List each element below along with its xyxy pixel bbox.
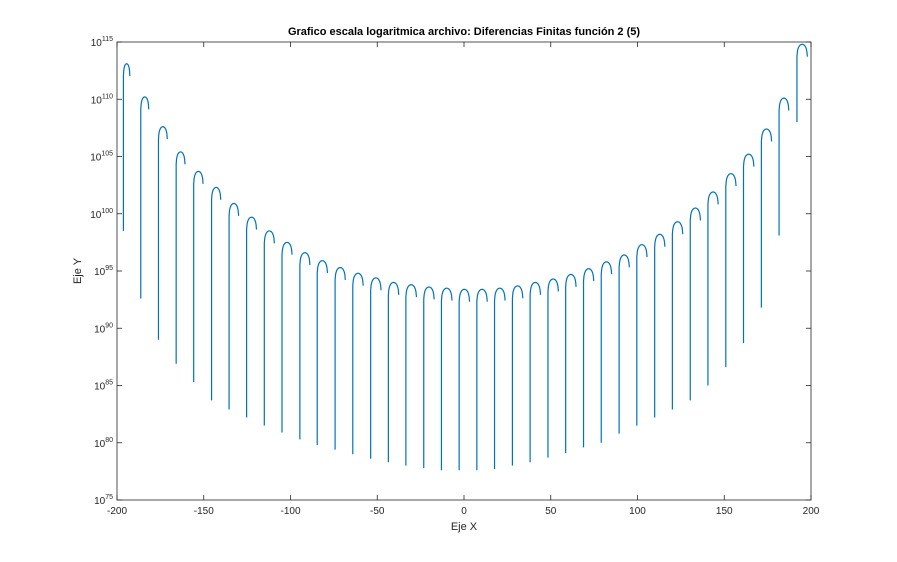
series-arch xyxy=(582,268,595,448)
y-axis: 1075 1080 1085 1090 1095 10100 10105 10110 10115 xyxy=(90,36,811,507)
series-arch xyxy=(778,97,790,236)
x-axis: -200 -150 -100 -50 0 50 100 150 200 xyxy=(107,42,820,517)
series-arch xyxy=(334,266,346,450)
series-arch xyxy=(440,287,453,471)
plot-frame xyxy=(116,41,812,501)
series-arch xyxy=(725,173,737,368)
chart-title: Grafico escala logaritmica archivo: Dife… xyxy=(288,26,640,38)
x-tick-label: 50 xyxy=(545,506,557,517)
y-tick-label: 1080 xyxy=(94,437,113,450)
series-arch xyxy=(228,202,240,410)
series-layer xyxy=(122,43,808,471)
series-arch xyxy=(122,63,131,231)
series-arch xyxy=(476,288,488,471)
x-tick-label: -150 xyxy=(194,506,214,517)
series-arch xyxy=(636,244,648,426)
series-arch xyxy=(742,153,755,344)
series-arch xyxy=(529,281,542,463)
series-arch xyxy=(299,252,311,440)
series-arch xyxy=(263,230,275,426)
y-tick-label: 1090 xyxy=(94,322,113,335)
y-tick-label: 10115 xyxy=(91,36,113,49)
y-tick-label: 1095 xyxy=(94,265,113,278)
series-arch xyxy=(246,216,258,418)
series-arch xyxy=(511,285,524,466)
series-arch xyxy=(796,43,808,123)
series-arch xyxy=(689,207,702,401)
y-tick-label: 1075 xyxy=(94,494,113,507)
series-arch xyxy=(671,221,684,410)
series-arch xyxy=(316,260,329,446)
series-arch xyxy=(547,278,559,458)
series-arch xyxy=(175,151,186,364)
series-arch xyxy=(654,233,666,418)
series-arch xyxy=(707,191,719,386)
series-arch xyxy=(423,286,435,468)
series-arch xyxy=(565,273,577,454)
y-tick-label: 1085 xyxy=(94,380,113,393)
series-arch xyxy=(458,288,471,471)
series-arch xyxy=(210,186,222,401)
x-tick-label: -100 xyxy=(280,506,300,517)
series-arch xyxy=(281,241,293,433)
y-tick-label: 10105 xyxy=(90,151,113,164)
series-arch xyxy=(405,284,418,466)
x-tick-label: 200 xyxy=(803,506,820,517)
series-arch xyxy=(493,287,506,470)
y-tick-label: 10100 xyxy=(90,208,113,221)
series-arch xyxy=(600,261,613,443)
x-tick-label: -50 xyxy=(370,506,385,517)
series-arch xyxy=(157,126,168,340)
plot-area: -200 -150 -100 -50 0 50 100 150 200 1075 1080 1085… xyxy=(90,36,820,517)
series-arch xyxy=(370,277,382,459)
x-tick-label: 150 xyxy=(716,506,733,517)
series-arch xyxy=(760,128,773,308)
series-arch xyxy=(352,272,364,455)
y-tick-label: 10110 xyxy=(91,93,113,106)
series-arch xyxy=(618,254,630,434)
series-arch xyxy=(193,170,204,383)
x-tick-label: 100 xyxy=(629,506,646,517)
x-axis-label: Eje X xyxy=(451,521,478,533)
x-tick-label: -200 xyxy=(107,506,127,517)
series-arch xyxy=(387,281,400,463)
x-tick-label: 0 xyxy=(461,506,467,517)
y-axis-label: Eje Y xyxy=(72,257,84,284)
series-arch xyxy=(140,96,150,299)
